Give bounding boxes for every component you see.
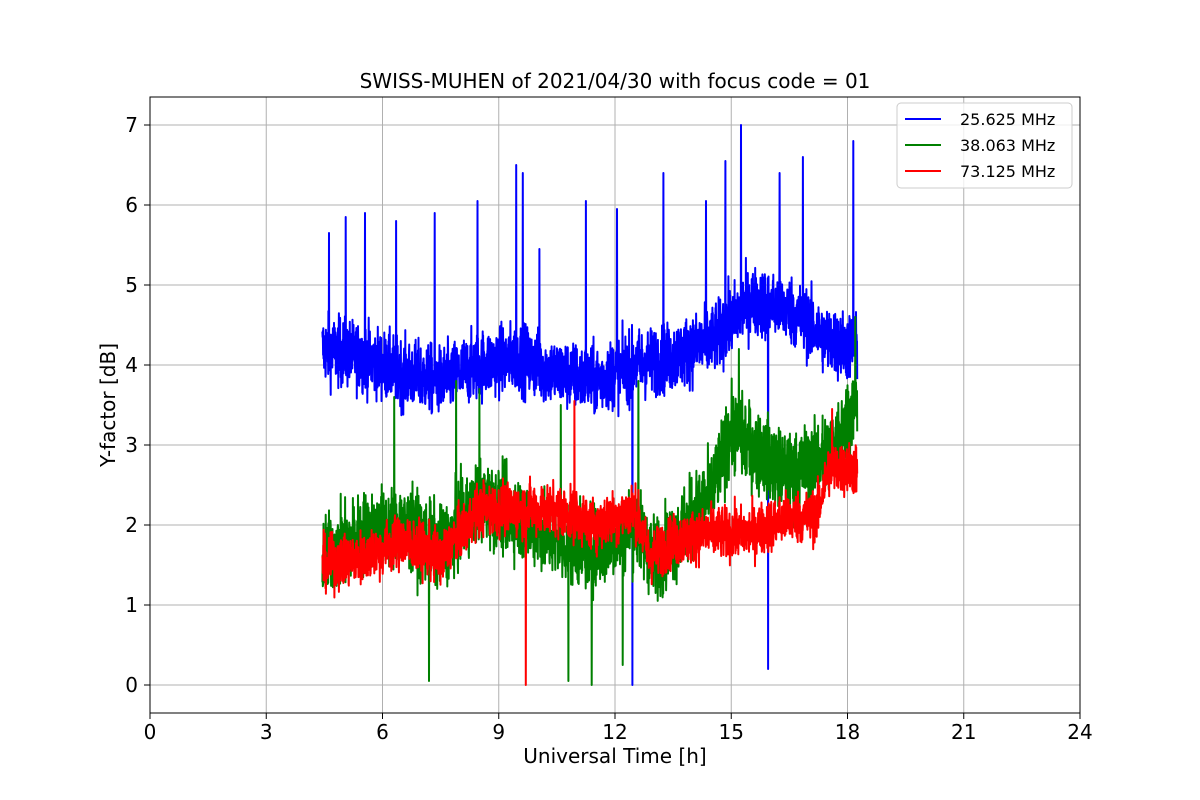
x-axis-label: Universal Time [h] bbox=[523, 744, 706, 768]
x-tick-label: 9 bbox=[492, 720, 505, 744]
y-tick-label: 3 bbox=[125, 433, 138, 457]
legend: 25.625 MHz 38.063 MHz 73.125 MHz bbox=[896, 102, 1073, 189]
legend-label-series-2: 38.063 MHz bbox=[960, 136, 1055, 155]
x-tick-label: 21 bbox=[951, 720, 976, 744]
y-tick-label: 0 bbox=[125, 673, 138, 697]
legend-box bbox=[896, 102, 1073, 189]
chart-title: SWISS-MUHEN of 2021/04/30 with focus cod… bbox=[360, 69, 871, 93]
x-tick-label: 24 bbox=[1067, 720, 1092, 744]
series-line-3 bbox=[321, 400, 859, 686]
y-tick-label: 4 bbox=[125, 353, 138, 377]
y-tick-label: 6 bbox=[125, 193, 138, 217]
y-tick-label: 1 bbox=[125, 593, 138, 617]
legend-label-series-3: 73.125 MHz bbox=[960, 162, 1055, 181]
series-lines bbox=[321, 124, 859, 686]
x-tick-label: 0 bbox=[144, 720, 157, 744]
x-tick-label: 3 bbox=[260, 720, 273, 744]
y-tick-label: 2 bbox=[125, 513, 138, 537]
y-tick-label: 7 bbox=[125, 113, 138, 137]
x-tick-label: 12 bbox=[602, 720, 627, 744]
x-tick-label: 15 bbox=[719, 720, 744, 744]
y-axis-label: Y-factor [dB] bbox=[96, 343, 120, 468]
x-tick-label: 6 bbox=[376, 720, 389, 744]
x-tick-label: 18 bbox=[835, 720, 860, 744]
legend-label-series-1: 25.625 MHz bbox=[960, 110, 1055, 129]
y-tick-label: 5 bbox=[125, 273, 138, 297]
